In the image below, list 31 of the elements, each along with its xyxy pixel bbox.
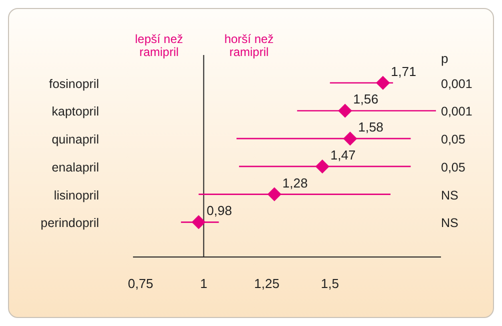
y-tick-label: kaptopril bbox=[52, 104, 99, 119]
data-label: 1,56 bbox=[353, 92, 378, 107]
text: 0,05 bbox=[441, 132, 466, 147]
point bbox=[376, 76, 390, 90]
text: 0,05 bbox=[441, 160, 466, 174]
x-tick-label: 1,5 bbox=[320, 276, 339, 292]
data-label: 1,71 bbox=[390, 64, 416, 79]
x-tick-label: 0,75 bbox=[128, 276, 154, 292]
y-tick-label: enalapril bbox=[52, 160, 99, 174]
data-label: 1,58 bbox=[358, 120, 384, 135]
data-label: 0,98 bbox=[206, 203, 232, 218]
data-label: 1,28 bbox=[282, 175, 308, 190]
y-tick-label: quinapril bbox=[52, 132, 99, 147]
annotation: horší než ramipril bbox=[223, 32, 275, 59]
x-tick-label: 1 bbox=[200, 276, 208, 292]
text: p bbox=[441, 51, 448, 66]
x-tick-label: 1,25 bbox=[254, 276, 280, 292]
text: NS bbox=[441, 188, 458, 202]
text: 0,001 bbox=[441, 76, 472, 91]
point bbox=[315, 159, 330, 174]
point bbox=[192, 215, 206, 230]
point bbox=[338, 104, 352, 118]
y-tick-label: perindopril bbox=[40, 216, 99, 230]
text: NS bbox=[441, 216, 458, 230]
text: 0,001 bbox=[441, 104, 472, 119]
annotation: lepší než ramipril bbox=[134, 32, 184, 59]
point bbox=[343, 132, 358, 146]
data-label: 1,47 bbox=[330, 147, 356, 162]
point bbox=[267, 187, 282, 202]
y-tick-label: fosinopril bbox=[48, 76, 99, 91]
y-tick-label: lisinopril bbox=[54, 188, 99, 202]
